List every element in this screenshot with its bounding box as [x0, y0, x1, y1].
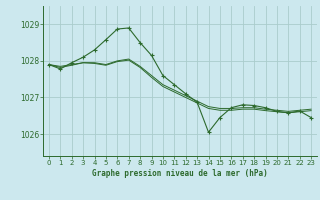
- X-axis label: Graphe pression niveau de la mer (hPa): Graphe pression niveau de la mer (hPa): [92, 169, 268, 178]
